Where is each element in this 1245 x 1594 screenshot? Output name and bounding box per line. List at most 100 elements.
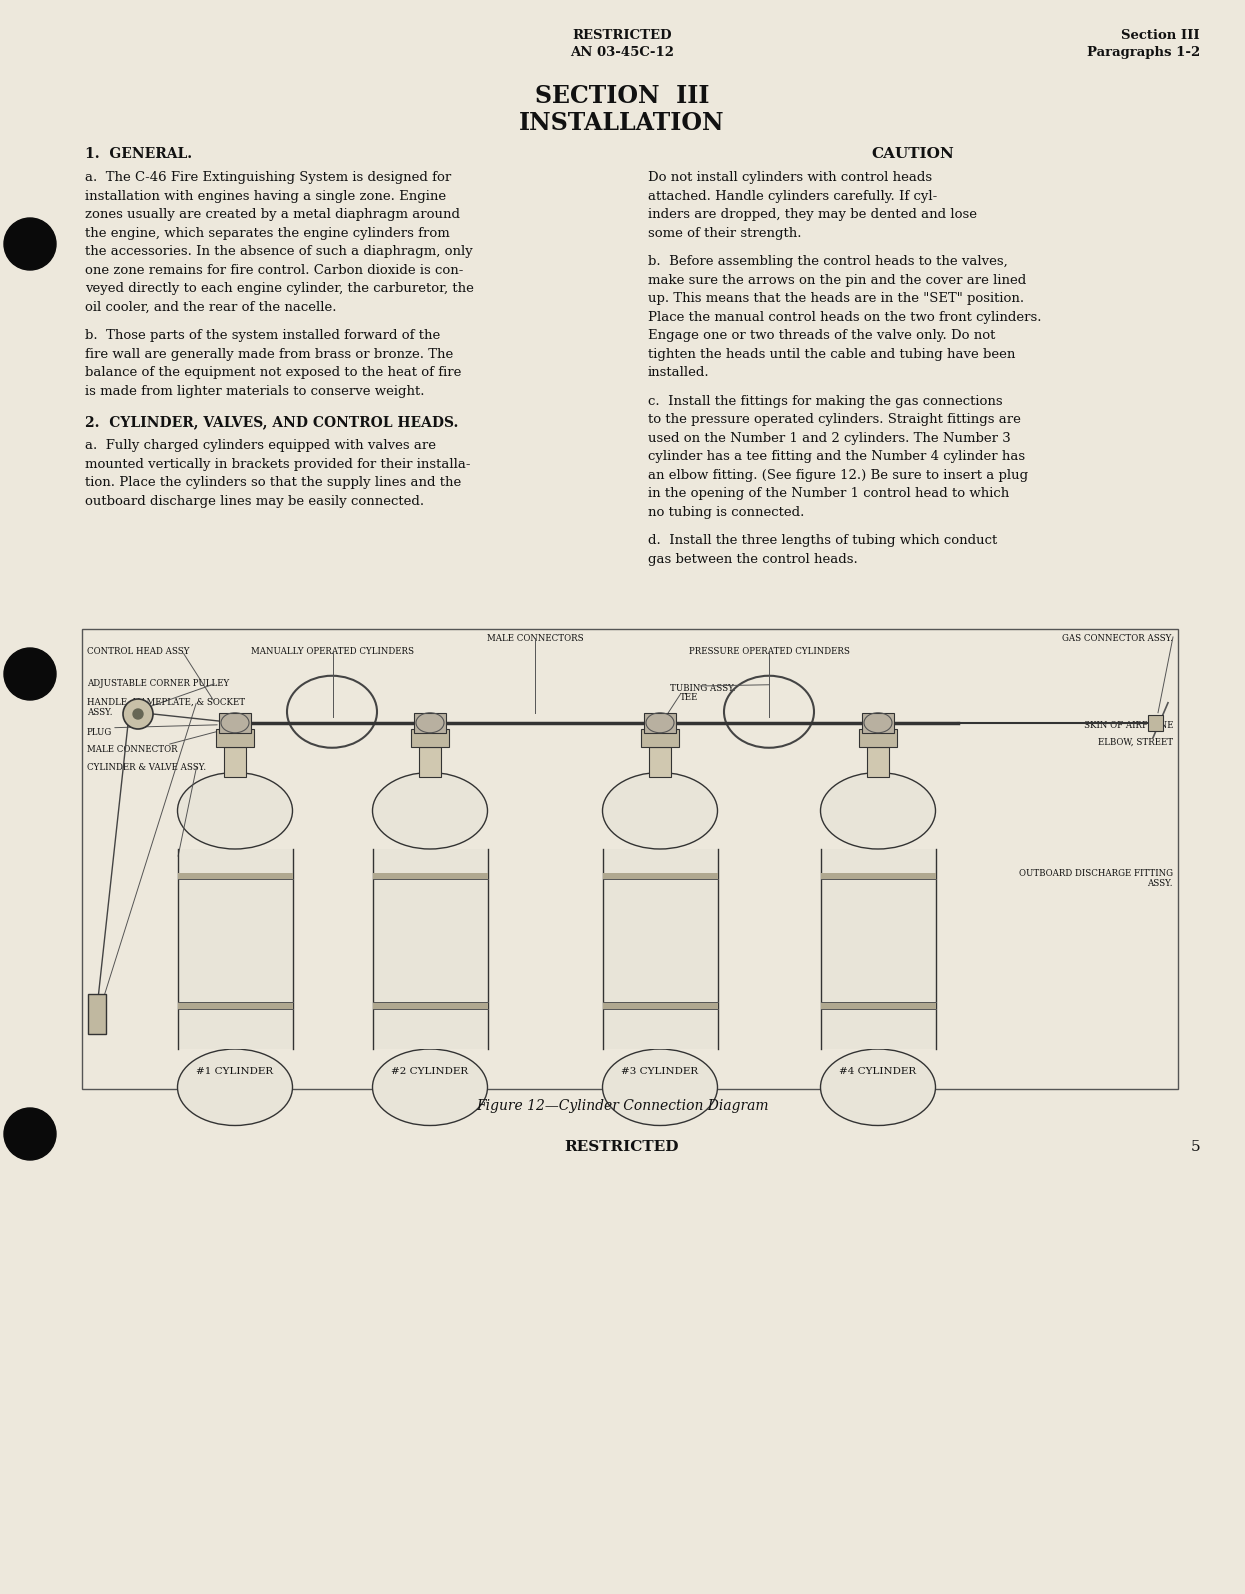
Text: the engine, which separates the engine cylinders from: the engine, which separates the engine c…: [85, 226, 449, 239]
Bar: [372, 874, 488, 878]
Bar: [420, 746, 441, 776]
Bar: [868, 719, 888, 728]
Text: CAUTION: CAUTION: [872, 147, 955, 161]
Text: CYLINDER & VALVE ASSY.: CYLINDER & VALVE ASSY.: [87, 764, 207, 771]
Text: TEE: TEE: [680, 693, 698, 701]
Circle shape: [123, 700, 153, 728]
Circle shape: [133, 709, 143, 719]
Text: c.  Install the fittings for making the gas connections: c. Install the fittings for making the g…: [647, 394, 1002, 408]
Text: HANDLE, NAMEPLATE, & SOCKET
ASSY.: HANDLE, NAMEPLATE, & SOCKET ASSY.: [87, 698, 245, 717]
Circle shape: [4, 1108, 56, 1160]
Text: a.  The C-46 Fire Extinguishing System is designed for: a. The C-46 Fire Extinguishing System is…: [85, 171, 451, 183]
Bar: [178, 1003, 293, 1009]
Text: ADJUSTABLE CORNER PULLEY: ADJUSTABLE CORNER PULLEY: [87, 679, 229, 689]
Text: OUTBOARD DISCHARGE FITTING
ASSY.: OUTBOARD DISCHARGE FITTING ASSY.: [1018, 869, 1173, 888]
Text: PLUG: PLUG: [87, 728, 112, 736]
Text: SECTION  III: SECTION III: [535, 84, 710, 108]
Text: zones usually are created by a metal diaphragm around: zones usually are created by a metal dia…: [85, 207, 459, 222]
Text: fire wall are generally made from brass or bronze. The: fire wall are generally made from brass …: [85, 347, 453, 360]
Ellipse shape: [178, 1049, 293, 1125]
Text: PRESSURE OPERATED CYLINDERS: PRESSURE OPERATED CYLINDERS: [688, 647, 849, 657]
Text: Paragraphs 1-2: Paragraphs 1-2: [1087, 46, 1200, 59]
Text: veyed directly to each engine cylinder, the carburetor, the: veyed directly to each engine cylinder, …: [85, 282, 474, 295]
Circle shape: [4, 649, 56, 700]
Text: gas between the control heads.: gas between the control heads.: [647, 553, 858, 566]
Text: installed.: installed.: [647, 367, 710, 379]
Text: tion. Place the cylinders so that the supply lines and the: tion. Place the cylinders so that the su…: [85, 477, 461, 489]
Text: TUBING ASSY.: TUBING ASSY.: [670, 684, 736, 693]
Bar: [603, 1003, 717, 1009]
Ellipse shape: [820, 1049, 935, 1125]
Text: installation with engines having a single zone. Engine: installation with engines having a singl…: [85, 190, 446, 202]
Circle shape: [4, 218, 56, 269]
Text: 5: 5: [1190, 1140, 1200, 1154]
Text: cylinder has a tee fitting and the Number 4 cylinder has: cylinder has a tee fitting and the Numbe…: [647, 450, 1025, 462]
Bar: [372, 850, 488, 1049]
Bar: [644, 713, 676, 733]
Bar: [219, 713, 251, 733]
Bar: [649, 746, 671, 776]
Text: a.  Fully charged cylinders equipped with valves are: a. Fully charged cylinders equipped with…: [85, 438, 436, 453]
Bar: [820, 850, 935, 1049]
Bar: [603, 850, 717, 1049]
Bar: [641, 728, 679, 746]
Text: to the pressure operated cylinders. Straight fittings are: to the pressure operated cylinders. Stra…: [647, 413, 1021, 426]
Bar: [1148, 714, 1163, 730]
Ellipse shape: [372, 1049, 488, 1125]
Ellipse shape: [603, 1049, 717, 1125]
Bar: [650, 719, 670, 728]
Text: an elbow fitting. (See figure 12.) Be sure to insert a plug: an elbow fitting. (See figure 12.) Be su…: [647, 469, 1028, 481]
Bar: [862, 713, 894, 733]
Text: Engage one or two threads of the valve only. Do not: Engage one or two threads of the valve o…: [647, 328, 995, 343]
Text: CONTROL HEAD ASSY: CONTROL HEAD ASSY: [87, 647, 189, 657]
Text: b.  Before assembling the control heads to the valves,: b. Before assembling the control heads t…: [647, 255, 1007, 268]
Text: tighten the heads until the cable and tubing have been: tighten the heads until the cable and tu…: [647, 347, 1016, 360]
Text: 1.  GENERAL.: 1. GENERAL.: [85, 147, 192, 161]
Text: MALE CONNECTORS: MALE CONNECTORS: [487, 634, 584, 642]
Ellipse shape: [603, 773, 717, 850]
Bar: [867, 746, 889, 776]
Bar: [372, 1003, 488, 1009]
Text: in the opening of the Number 1 control head to which: in the opening of the Number 1 control h…: [647, 488, 1010, 501]
Text: up. This means that the heads are in the "SET" position.: up. This means that the heads are in the…: [647, 292, 1025, 304]
Text: 2.  CYLINDER, VALVES, AND CONTROL HEADS.: 2. CYLINDER, VALVES, AND CONTROL HEADS.: [85, 414, 458, 429]
Bar: [415, 713, 446, 733]
Text: mounted vertically in brackets provided for their installa-: mounted vertically in brackets provided …: [85, 457, 471, 470]
Text: SKIN OF AIRPLANE: SKIN OF AIRPLANE: [1083, 720, 1173, 730]
Ellipse shape: [178, 773, 293, 850]
Text: MANUALLY OPERATED CYLINDERS: MANUALLY OPERATED CYLINDERS: [251, 647, 415, 657]
Text: Place the manual control heads on the two front cylinders.: Place the manual control heads on the tw…: [647, 311, 1042, 324]
Text: INSTALLATION: INSTALLATION: [519, 112, 725, 135]
Bar: [178, 874, 293, 878]
Text: the accessories. In the absence of such a diaphragm, only: the accessories. In the absence of such …: [85, 245, 473, 258]
Bar: [603, 874, 717, 878]
Text: Section III: Section III: [1122, 29, 1200, 41]
Text: used on the Number 1 and 2 cylinders. The Number 3: used on the Number 1 and 2 cylinders. Th…: [647, 432, 1011, 445]
Bar: [859, 728, 896, 746]
Text: #4 CYLINDER: #4 CYLINDER: [839, 1066, 916, 1076]
Bar: [411, 728, 449, 746]
Bar: [178, 850, 293, 1049]
Text: balance of the equipment not exposed to the heat of fire: balance of the equipment not exposed to …: [85, 367, 462, 379]
Text: attached. Handle cylinders carefully. If cyl-: attached. Handle cylinders carefully. If…: [647, 190, 937, 202]
Bar: [820, 1003, 935, 1009]
Bar: [224, 746, 247, 776]
Text: some of their strength.: some of their strength.: [647, 226, 802, 239]
Text: GAS CONNECTOR ASSY.: GAS CONNECTOR ASSY.: [1062, 634, 1173, 642]
Bar: [82, 630, 1178, 1089]
Text: RESTRICTED: RESTRICTED: [565, 1140, 680, 1154]
Text: Do not install cylinders with control heads: Do not install cylinders with control he…: [647, 171, 933, 183]
Text: MALE CONNECTOR: MALE CONNECTOR: [87, 744, 178, 754]
Text: one zone remains for fire control. Carbon dioxide is con-: one zone remains for fire control. Carbo…: [85, 263, 463, 276]
Ellipse shape: [372, 773, 488, 850]
Text: is made from lighter materials to conserve weight.: is made from lighter materials to conser…: [85, 384, 425, 397]
Text: #1 CYLINDER: #1 CYLINDER: [197, 1066, 274, 1076]
Text: oil cooler, and the rear of the nacelle.: oil cooler, and the rear of the nacelle.: [85, 301, 336, 314]
Text: ELBOW, STREET: ELBOW, STREET: [1098, 738, 1173, 746]
Bar: [420, 719, 439, 728]
Text: inders are dropped, they may be dented and lose: inders are dropped, they may be dented a…: [647, 207, 977, 222]
Text: d.  Install the three lengths of tubing which conduct: d. Install the three lengths of tubing w…: [647, 534, 997, 547]
Text: b.  Those parts of the system installed forward of the: b. Those parts of the system installed f…: [85, 328, 441, 343]
Text: outboard discharge lines may be easily connected.: outboard discharge lines may be easily c…: [85, 494, 425, 507]
Bar: [820, 874, 935, 878]
